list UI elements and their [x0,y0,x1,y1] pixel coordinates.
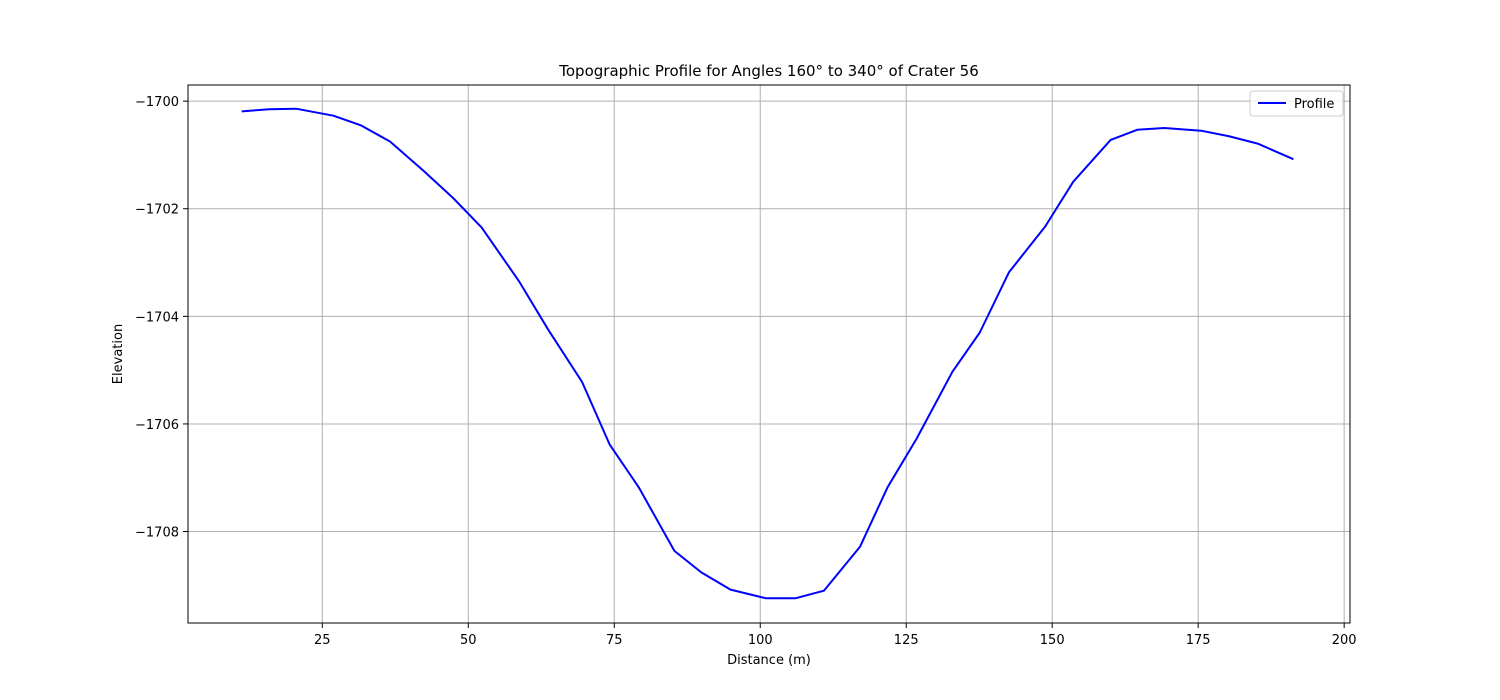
legend-label: Profile [1294,97,1334,112]
plot-frame [187,84,1351,624]
profile-line [241,107,1294,600]
x-tick-label: 50 [460,633,477,648]
x-tick-label: 125 [894,633,919,648]
legend: Profile [1249,90,1344,117]
y-axis-label: Elevation [111,324,126,384]
y-tick-label: −1704 [135,310,179,325]
y-tick-label: −1706 [135,418,179,433]
grid-lines [188,85,1350,623]
y-tick-label: −1702 [135,203,179,218]
legend-box [1249,90,1344,117]
x-tick-label: 75 [606,633,623,648]
x-tick-label: 100 [748,633,773,648]
x-tick-label: 200 [1332,633,1357,648]
y-axis-ticks: −1700 −1702 −1704 −1706 −1708 [135,95,188,541]
x-tick-label: 25 [314,633,331,648]
y-tick-label: −1708 [135,526,179,541]
y-tick-label: −1700 [135,95,179,110]
x-tick-label: 150 [1040,633,1065,648]
chart-title: Topographic Profile for Angles 160° to 3… [558,62,978,80]
x-tick-label: 175 [1186,633,1211,648]
x-axis-ticks: 25 50 75 100 125 150 175 200 [314,623,1357,648]
x-axis-label: Distance (m) [727,653,811,668]
